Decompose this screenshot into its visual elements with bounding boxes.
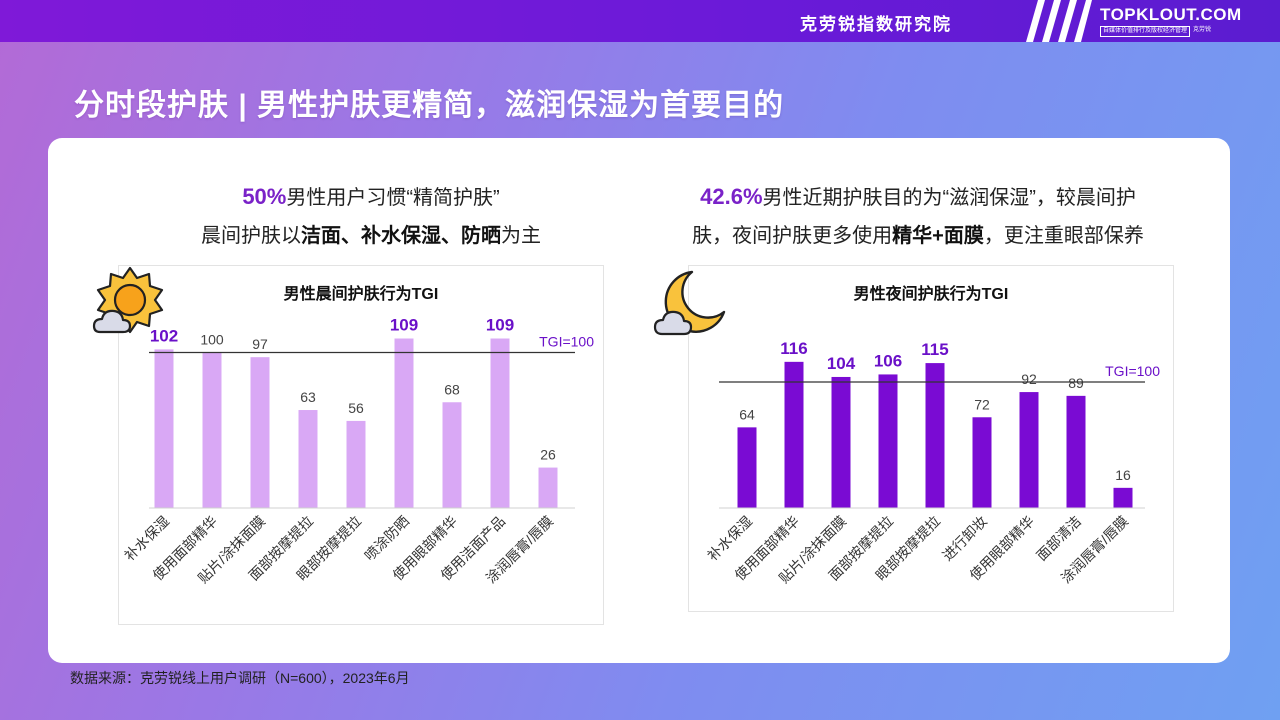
morning-bar-5 <box>394 338 414 508</box>
night-bar-8 <box>1113 487 1133 508</box>
night-value-label-3: 106 <box>874 351 902 370</box>
logo-tagline: 自媒体价值排行及版权经济管理 <box>1100 26 1191 37</box>
right-highlight: 42.6% <box>700 184 763 209</box>
morning-bar-8 <box>538 467 558 508</box>
night-value-label-6: 92 <box>1021 371 1037 387</box>
morning-bar-2 <box>250 357 270 508</box>
morning-value-label-3: 63 <box>300 389 316 405</box>
night-bar-1 <box>784 361 804 508</box>
night-value-label-5: 72 <box>974 396 990 412</box>
night-value-label-2: 104 <box>827 354 856 373</box>
night-bar-0 <box>737 427 757 508</box>
right-line2-post: ，更注重眼部保养 <box>983 225 1144 247</box>
night-bar-7 <box>1066 395 1086 508</box>
left-line2-post: 为主 <box>501 225 541 247</box>
night-chart-panel: 男性夜间护肤行为TGI 64 补水保湿 116 使用面部精华 104 贴片/涂抹面膜 106… <box>688 265 1174 612</box>
sun-cloud-icon <box>92 266 164 334</box>
night-bar-4 <box>925 363 945 508</box>
left-sep-1: 、 <box>341 225 361 247</box>
morning-bar-7 <box>490 338 510 508</box>
night-bar-5 <box>972 417 992 508</box>
morning-bar-1 <box>202 352 222 508</box>
left-highlight: 50% <box>242 184 287 209</box>
moon-cloud-icon <box>653 270 726 336</box>
morning-chart: 102补水保湿100使用面部精华97贴片/涂抹面膜63面部按摩提拉56眼部按摩提… <box>121 316 594 587</box>
data-source: 数据来源：克劳锐线上用户调研（N=600），2023年6月 <box>70 670 410 686</box>
night-bar-6 <box>1019 392 1039 508</box>
logo: TOPKLOUT.COM 自媒体价值排行及版权经济管理 克劳锐 <box>1100 6 1260 38</box>
morning-value-label-7: 109 <box>486 316 514 335</box>
morning-value-label-0: 102 <box>150 326 178 345</box>
left-bold-3: 防晒 <box>461 225 501 247</box>
morning-value-label-6: 68 <box>444 381 460 397</box>
morning-bar-6 <box>442 402 462 508</box>
night-value-label-1: 116 <box>780 339 807 358</box>
night-reference-label: TGI=100 <box>1105 363 1160 379</box>
night-chart: 64补水保湿116使用面部精华104贴片/涂抹面膜106面部按摩提拉115眼部按… <box>704 339 1160 586</box>
morning-value-label-1: 100 <box>200 332 224 348</box>
morning-value-label-8: 26 <box>540 447 556 463</box>
left-sep-2: 、 <box>441 225 461 247</box>
content-card: 50%男性用户习惯“精简护肤” 晨间护肤以洁面、补水保湿、防晒为主 42.6%男… <box>48 138 1230 663</box>
logo-tag-box: 克劳锐 <box>1193 27 1212 33</box>
night-value-label-7: 89 <box>1068 375 1084 391</box>
page-title: 分时段护肤 | 男性护肤更精简，滋润保湿为首要目的 <box>74 89 785 122</box>
morning-value-label-2: 97 <box>252 336 268 352</box>
night-bar-3 <box>878 374 898 508</box>
left-bold-1: 洁面 <box>301 225 341 247</box>
morning-bar-4 <box>346 420 366 508</box>
right-line1: 男性近期护肤目的为“滋润保湿”，较晨间护 <box>762 187 1136 209</box>
right-bold-1: 精华+面膜 <box>892 225 984 247</box>
stripes-decoration <box>1026 0 1092 42</box>
night-chart-title: 男性夜间护肤行为TGI <box>853 286 1009 303</box>
morning-value-label-5: 109 <box>390 316 418 335</box>
morning-bar-0 <box>154 349 174 508</box>
morning-chart-panel: 男性晨间护肤行为TGI 102 补水保湿 100 使用面部精华 97 贴片/涂抹面膜 63 面… <box>118 265 604 625</box>
right-description: 42.6%男性近期护肤目的为“滋润保湿”，较晨间护 肤，夜间护肤更多使用精华+面… <box>638 178 1198 255</box>
night-value-label-8: 16 <box>1115 467 1131 483</box>
night-value-label-4: 115 <box>921 340 948 359</box>
morning-bar-3 <box>298 410 318 508</box>
left-bold-2: 补水保湿 <box>361 225 441 247</box>
top-bar: 克劳锐指数研究院 TOPKLOUT.COM 自媒体价值排行及版权经济管理 克劳锐 <box>0 0 1280 42</box>
right-line2-pre: 肤，夜间护肤更多使用 <box>692 225 893 247</box>
night-bar-2 <box>831 376 851 508</box>
left-line2-pre: 晨间护肤以 <box>201 225 301 247</box>
left-description: 50%男性用户习惯“精简护肤” 晨间护肤以洁面、补水保湿、防晒为主 <box>156 178 586 255</box>
morning-value-label-4: 56 <box>348 400 364 416</box>
night-value-label-0: 64 <box>739 406 755 422</box>
logo-brand: TOPKLOUT.COM <box>1100 5 1242 24</box>
morning-reference-label: TGI=100 <box>539 334 594 350</box>
left-line1: 男性用户习惯“精简护肤” <box>286 187 500 209</box>
morning-chart-title: 男性晨间护肤行为TGI <box>283 286 439 303</box>
org-name: 克劳锐指数研究院 <box>800 15 952 34</box>
